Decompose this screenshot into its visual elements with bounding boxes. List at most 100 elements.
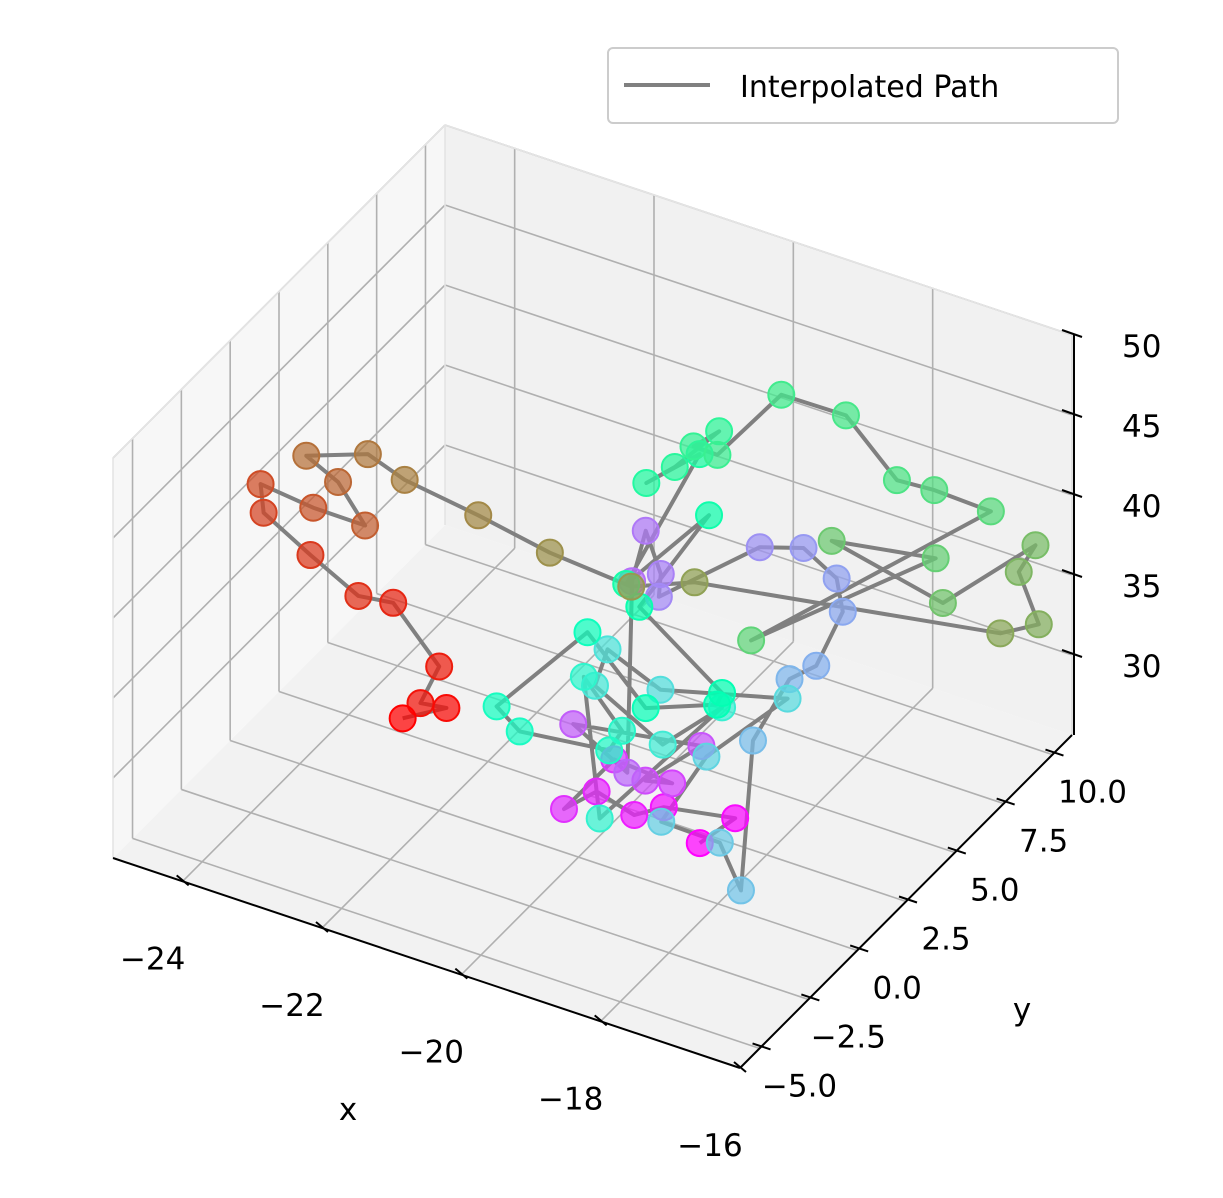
scatter-point [390,465,419,494]
scatter-point [705,417,734,446]
scatter-point [802,651,831,680]
scatter-point [986,619,1015,648]
scatter-point [632,469,661,498]
x-tick-label: −22 [259,988,324,1024]
back-pane [445,125,1072,735]
y-tick-label: 2.5 [921,922,970,958]
tick [315,921,329,933]
tick [801,993,820,1002]
tick [1061,649,1083,658]
y-tick-label: 7.5 [1019,824,1068,860]
scatter-point [1004,557,1033,586]
scatter-point [928,589,957,617]
tick [996,797,1015,806]
scatter-point [721,804,750,833]
grid-line [376,592,1004,805]
grid-line [112,364,446,699]
scatter-point [482,692,511,721]
z-tick-label: 50 [1122,329,1161,365]
x-axis-line [112,857,741,1069]
scatter-point [324,467,353,496]
tick [1061,569,1083,578]
scatter-point [738,726,767,755]
y-tick-label: −5.0 [762,1068,837,1104]
scatter-point [292,441,321,470]
scatter-point [921,544,950,573]
tick [947,846,967,855]
scatter-point [249,498,278,527]
z-tick-label: 45 [1122,409,1161,445]
scatter-point [388,704,417,733]
scatter-point [631,516,660,545]
scatter-point [613,758,642,787]
scatter-point [708,678,737,707]
scatter-point [920,476,949,505]
grid-line [444,204,1073,416]
scatter-point [817,526,846,555]
y-tick-label: 5.0 [970,873,1019,909]
scatter-point [647,807,676,836]
grid-line [112,204,446,539]
scatter-point [569,662,598,691]
legend-frame [607,47,1119,124]
scatter-point [1021,531,1050,560]
scatter-point [585,804,614,833]
tick [1061,489,1083,498]
tick [1061,409,1083,418]
scatter-point [660,453,689,482]
grid-line [181,788,809,1001]
tick [1061,329,1083,338]
scatter-points [246,380,1053,905]
x-tick-label: −20 [399,1035,464,1071]
z-tick-label: 35 [1122,569,1161,605]
scatter-point [573,618,602,647]
scatter-point [432,693,461,722]
scatter-point [976,497,1005,526]
scatter-point [246,470,275,499]
tick [176,874,190,887]
tick [1045,748,1064,757]
scatter-point [882,466,911,495]
scatter-point [646,675,675,704]
grid-line [132,837,760,1050]
scatter-point [773,684,802,713]
scatter-point [549,795,578,824]
y-axis-line [739,734,1073,1069]
scatter-point [726,876,755,905]
scatter-point [379,588,408,617]
scatter-point [658,769,687,798]
scatter-point [1024,610,1053,639]
tick [454,967,468,980]
scatter-point [831,401,860,430]
scatter-point [692,742,721,771]
scatter-point [679,432,708,461]
scatter-point [705,828,734,857]
scatter-point [559,710,588,739]
scatter-point [464,501,493,530]
scatter-point [631,694,660,723]
axis-lines [112,335,1075,1069]
y-tick-label: −2.5 [811,1019,886,1055]
scatter-point [620,801,649,830]
scatter-point [296,541,325,570]
grid-line [112,284,446,619]
legend-label: Interpolated Path [740,70,999,105]
tick [733,1061,747,1073]
scatter-point [648,730,677,759]
scatter-point [695,501,724,530]
grid-line [444,364,1073,576]
scatter-point [828,597,857,626]
grid-line [425,543,1053,756]
y-tick-label: 0.0 [873,970,922,1006]
y-tick-label: 10.0 [1058,775,1127,811]
scatter-point [617,572,646,601]
grid-line [444,284,1073,496]
scatter-point [344,581,373,610]
legend: Interpolated Path [607,47,1119,124]
grid-line [112,444,446,779]
scatter-point [737,626,766,655]
scatter-point [582,777,611,806]
tick-labels: −24 −22 −20 −18 −16 −5.0 −2.5 0.0 2.55.07.5 10.0 3… [120,329,1161,1164]
x-tick-label: −16 [677,1128,742,1164]
